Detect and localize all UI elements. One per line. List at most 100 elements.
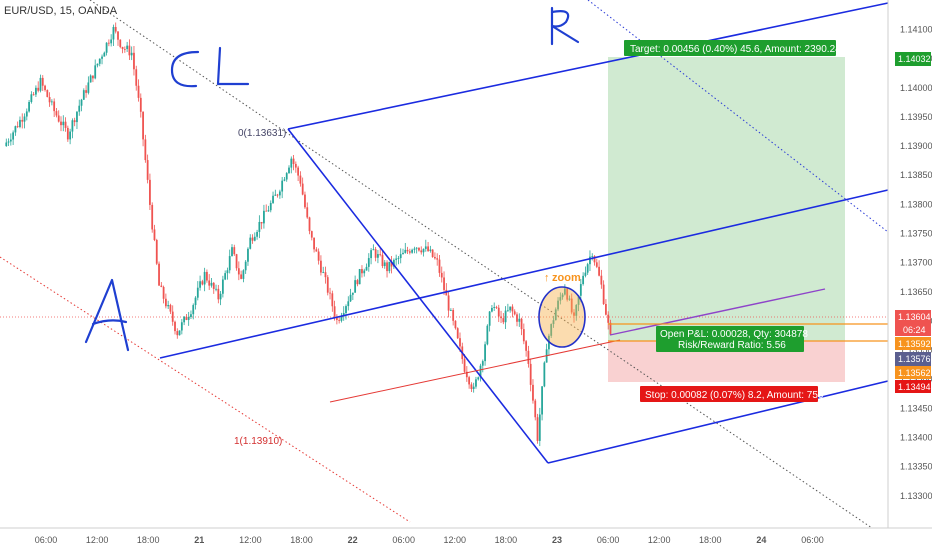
candle-body xyxy=(247,248,249,262)
candle-body xyxy=(30,94,33,102)
candle-body xyxy=(374,249,377,258)
zoom-arrow-icon: ↑ xyxy=(544,272,550,284)
candle-body xyxy=(123,49,126,50)
candle-body xyxy=(529,363,532,385)
candle-body xyxy=(491,307,493,312)
price-tag-orange-bg xyxy=(895,366,931,379)
candle-body xyxy=(231,247,233,257)
candle-body xyxy=(210,282,213,286)
price-tick-label: 1.13950 xyxy=(900,112,932,122)
candle-body xyxy=(399,254,402,259)
price-tag-countdown: 06:24 xyxy=(903,325,926,335)
candle-body xyxy=(176,331,179,336)
candle-body xyxy=(260,221,263,224)
candle-body xyxy=(23,116,26,122)
candle-body xyxy=(96,63,99,66)
candle-body xyxy=(315,249,318,252)
candle-body xyxy=(534,400,537,418)
target-zone xyxy=(608,57,845,341)
candle-body xyxy=(370,250,372,259)
time-tick-label: 22 xyxy=(348,535,358,545)
candle-body xyxy=(577,295,580,305)
candle-body xyxy=(532,384,534,401)
candle-body xyxy=(550,324,553,336)
candle-body xyxy=(228,256,231,271)
candle-body xyxy=(609,322,612,335)
candle-body xyxy=(459,338,461,347)
candle-body xyxy=(233,247,236,255)
candle-body xyxy=(89,75,92,83)
candle-body xyxy=(285,173,288,180)
pnl-label-box xyxy=(656,326,804,352)
candle-body xyxy=(21,119,24,122)
price-tick-label: 1.13850 xyxy=(900,170,932,180)
candle-body xyxy=(310,231,313,238)
price-tags: 1.14032 1.13604 06:24 1.13592 1.13576 1.… xyxy=(895,52,931,393)
candle-body xyxy=(130,52,133,56)
candle-body xyxy=(600,275,603,285)
candle-body xyxy=(477,377,480,380)
candle-body xyxy=(167,304,170,307)
candle-body xyxy=(153,229,156,240)
candle-body xyxy=(527,350,530,364)
candle-body xyxy=(586,264,589,273)
red-trend-line xyxy=(329,339,621,403)
candle-body xyxy=(554,309,557,321)
candle-body xyxy=(429,249,432,251)
candle-body xyxy=(422,248,425,253)
target-label-box xyxy=(624,40,836,56)
candle-body xyxy=(454,320,457,329)
candle-body xyxy=(354,280,357,293)
candle-body xyxy=(221,279,224,294)
candle-body xyxy=(591,256,594,257)
candle-body xyxy=(71,120,74,132)
time-tick-label: 06:00 xyxy=(392,535,415,545)
candle-body xyxy=(162,286,165,299)
price-tick-label: 1.13400 xyxy=(900,432,932,442)
candle-body xyxy=(582,275,585,285)
candle-body xyxy=(190,314,192,318)
candle-body xyxy=(185,316,188,320)
candle-body xyxy=(538,414,541,441)
candle-body xyxy=(292,158,295,164)
candle-body xyxy=(372,249,375,251)
candle-body xyxy=(381,254,384,267)
candle-body xyxy=(160,285,163,287)
price-tick-label: 1.13700 xyxy=(900,258,932,268)
candle-body xyxy=(121,46,124,50)
candle-body xyxy=(436,258,439,260)
candle-body xyxy=(48,97,51,103)
candle-body xyxy=(413,248,416,250)
candle-body xyxy=(269,202,272,211)
price-tag-last-bg xyxy=(895,310,931,324)
candle-body xyxy=(424,246,427,249)
time-tick-label: 06:00 xyxy=(801,535,824,545)
candle-body xyxy=(329,292,331,294)
candle-body xyxy=(468,377,471,385)
candle-body xyxy=(602,284,605,305)
candle-body xyxy=(543,362,546,387)
candle-body xyxy=(235,254,238,269)
candle-body xyxy=(281,180,284,192)
price-tag-stop: 1.13494 xyxy=(898,382,931,392)
candle-body xyxy=(9,139,12,142)
price-tick-label: 1.13350 xyxy=(900,462,932,472)
price-tick-label: 1.13650 xyxy=(900,287,932,297)
candle-body xyxy=(244,261,247,271)
price-tag-entry: 1.13592 xyxy=(898,339,931,349)
candle-body xyxy=(502,318,505,323)
time-tick-label: 12:00 xyxy=(86,535,109,545)
candle-body xyxy=(326,277,329,293)
candle-body xyxy=(342,313,345,317)
candle-body xyxy=(365,266,368,271)
candle-body xyxy=(518,318,521,322)
candle-body xyxy=(41,77,44,86)
candle-body xyxy=(103,52,106,57)
time-tick-label: 12:00 xyxy=(444,535,467,545)
time-scale[interactable]: 06:00 12:00 18:00 21 12:00 18:00 22 06:00 12:00 1… xyxy=(35,535,824,545)
candle-body xyxy=(349,294,352,302)
candle-body xyxy=(272,195,274,203)
fib-level-1-label: 1(1.13910) xyxy=(234,436,282,447)
price-tag-last: 1.13604 xyxy=(898,312,931,322)
